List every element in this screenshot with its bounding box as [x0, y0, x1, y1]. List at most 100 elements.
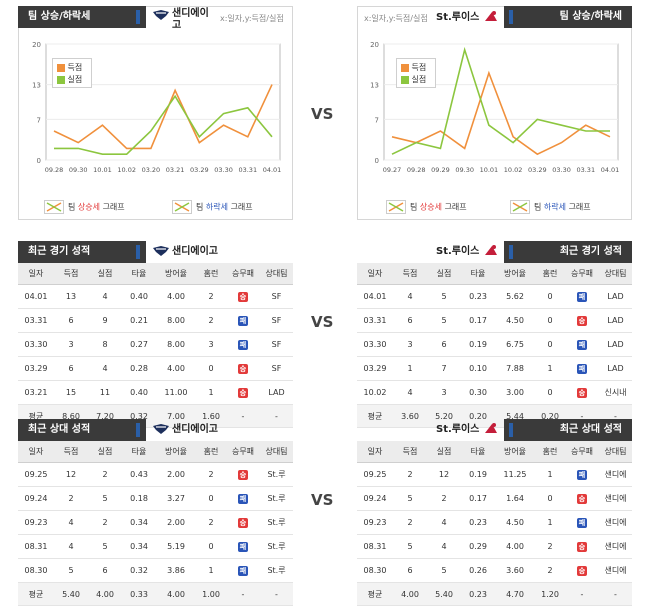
table-cell: 2	[196, 284, 226, 309]
table-cell: 4.00	[156, 356, 196, 381]
table-header-row: 일자 득점 실점 타율 방어율 홈런 승무패 상대팀	[357, 441, 632, 463]
up-graph-icon	[386, 200, 406, 214]
table-cell: 6	[393, 308, 427, 333]
table-cell: 5	[54, 558, 88, 583]
table-row: 09.23 2 4 0.23 4.50 1 패 샌디에	[357, 510, 632, 535]
table-cell: 12	[54, 462, 88, 487]
table-row: 08.30 5 6 0.32 3.86 1 패 St.루	[18, 558, 293, 583]
table-row: 04.01 4 5 0.23 5.62 0 패 LAD	[357, 284, 632, 309]
right-up-graph-legend[interactable]: 팀 상승세 그래프	[386, 200, 467, 214]
table-cell: 5	[427, 308, 461, 333]
table-cell: 패	[226, 558, 260, 583]
table-cell: 3.27	[156, 486, 196, 511]
right-h2h-header: 최근 상대 성적	[504, 419, 632, 441]
left-trend-team-name: 샌디에이고	[172, 8, 209, 31]
table-cell: 0.43	[122, 462, 156, 487]
table-cell: 09.23	[18, 510, 54, 535]
table-row: 08.30 6 5 0.26 3.60 2 승 샌디에	[357, 558, 632, 583]
x-tick-label: 10.01	[480, 166, 499, 174]
right-trend-team-name: St.루이스	[436, 12, 480, 23]
x-tick-label: 10.02	[117, 166, 136, 174]
padres-logo-icon	[153, 246, 169, 256]
padres-logo-icon	[153, 424, 169, 434]
y-tick-label: 0	[37, 157, 41, 165]
table-cell: 5	[393, 486, 427, 511]
table-cell: 4	[427, 510, 461, 535]
legend-conceded-label: 실점	[67, 75, 83, 84]
column-header: 득점	[393, 263, 427, 285]
table-cell: 04.01	[18, 284, 54, 309]
table-cell: 0.17	[461, 486, 495, 511]
right-recent-team-name: St.루이스	[436, 246, 480, 257]
table-cell: 09.24	[18, 486, 54, 511]
table-cell: 0.32	[122, 558, 156, 583]
table-cell: 2	[535, 534, 565, 559]
table-cell: 0.18	[122, 486, 156, 511]
column-header: 타율	[461, 441, 495, 463]
left-recent-table: 일자 득점 실점 타율 방어율 홈런 승무패 상대팀 04.01 13 4 0.40 4.00 2 승 SF 0…	[18, 263, 293, 428]
column-header: 승무패	[565, 441, 599, 463]
win-badge: 승	[238, 363, 248, 374]
legend-scored-label: 득점	[67, 63, 83, 72]
table-cell: 08.30	[357, 558, 393, 583]
column-header: 실점	[427, 263, 461, 285]
conceded-series-line	[54, 94, 273, 155]
x-tick-label: 10.01	[93, 166, 112, 174]
loss-badge: 패	[238, 565, 248, 576]
table-cell: 0.29	[461, 534, 495, 559]
table-cell: 0.34	[122, 534, 156, 559]
table-cell: 9	[88, 308, 122, 333]
table-cell: LAD	[260, 380, 293, 405]
table-cell: SF	[260, 284, 293, 309]
table-cell: 1	[535, 462, 565, 487]
table-cell: 1	[196, 558, 226, 583]
table-cell: 4	[393, 284, 427, 309]
left-up-graph-legend[interactable]: 팀 상승세 그래프	[44, 200, 125, 214]
table-row: 09.24 5 2 0.17 1.64 0 승 샌디에	[357, 486, 632, 511]
x-tick-label: 03.30	[214, 166, 233, 174]
table-cell: 3	[427, 380, 461, 405]
table-cell: 승	[226, 380, 260, 405]
table-cell: 신시내	[599, 380, 632, 405]
win-badge: 승	[577, 565, 587, 576]
table-cell: 4.50	[495, 510, 535, 535]
table-cell: 샌디에	[599, 486, 632, 511]
header-accent	[509, 245, 513, 259]
table-row: 09.23 4 2 0.34 2.00 2 승 St.루	[18, 510, 293, 535]
padres-logo-icon	[153, 10, 169, 20]
left-h2h-team-name: 샌디에이고	[172, 424, 218, 435]
column-header: 타율	[122, 441, 156, 463]
down-graph-icon	[172, 200, 192, 214]
table-cell: 0.10	[461, 356, 495, 381]
table-cell: 7.00	[156, 404, 196, 428]
left-h2h-table: 일자 득점 실점 타율 방어율 홈런 승무패 상대팀 09.25 12 2 0.43 2.00 2 승 St.…	[18, 441, 293, 606]
table-cell: 3	[196, 332, 226, 357]
table-cell: 13	[54, 284, 88, 309]
column-header: 홈런	[196, 441, 226, 463]
vs-label-h2h: VS	[311, 491, 334, 509]
table-cell: 0	[535, 284, 565, 309]
table-cell: 6	[54, 308, 88, 333]
table-cell: 2	[196, 510, 226, 535]
header-accent	[509, 423, 513, 437]
column-header: 일자	[18, 441, 54, 463]
table-cell: 2	[196, 308, 226, 333]
table-row: 10.02 4 3 0.30 3.00 0 승 신시내	[357, 380, 632, 405]
table-cell: 6	[427, 332, 461, 357]
table-cell: 6	[393, 558, 427, 583]
left-chart-legend: 득점 실점	[52, 58, 92, 88]
left-down-graph-legend[interactable]: 팀 하락세 그래프	[172, 200, 253, 214]
win-badge: 승	[238, 291, 248, 302]
left-h2h-header: 최근 상대 성적	[18, 419, 146, 441]
column-header: 방어율	[495, 441, 535, 463]
table-cell: 4	[393, 380, 427, 405]
vs-label-recent: VS	[311, 313, 334, 331]
right-down-graph-legend[interactable]: 팀 하락세 그래프	[510, 200, 591, 214]
average-row: 평균 8.60 7.20 0.32 7.00 1.60- -	[18, 404, 293, 428]
right-h2h-table: 일자 득점 실점 타율 방어율 홈런 승무패 상대팀 09.25 2 12 0.19 11.25 1 패 샌디…	[357, 441, 632, 606]
table-cell: 승	[565, 486, 599, 511]
column-header: 상대팀	[260, 263, 293, 285]
table-cell: 3.60	[495, 558, 535, 583]
table-cell: 8.00	[156, 308, 196, 333]
table-cell: 03.31	[18, 308, 54, 333]
